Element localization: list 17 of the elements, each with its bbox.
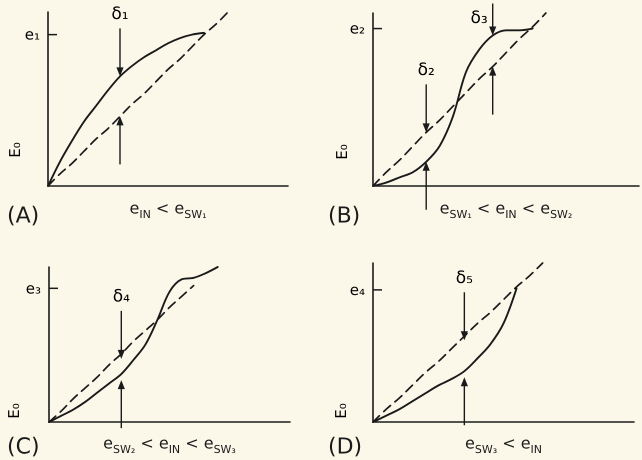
y-axis-title: E₀ — [333, 144, 351, 160]
annotation: δ₂ — [418, 60, 435, 80]
annotation: δ₃ — [470, 8, 488, 28]
annotation: δ₄ — [112, 286, 130, 306]
y-axis-title: E₀ — [5, 403, 23, 419]
annotation: δ₁ — [111, 4, 129, 24]
annotation: δ₅ — [456, 268, 473, 288]
text: (C) — [7, 434, 40, 460]
y-axis-title: E₀ — [332, 403, 350, 419]
text: (D) — [328, 434, 362, 460]
text: (B) — [328, 204, 360, 228]
ref-line-label: e₄ — [350, 280, 365, 299]
ref-line-label: e₁ — [24, 26, 40, 44]
text: (A) — [7, 204, 40, 228]
ref-line-label: e₃ — [26, 279, 41, 298]
ref-line-label: e₂ — [350, 20, 365, 38]
y-axis-title: E₀ — [6, 142, 24, 158]
